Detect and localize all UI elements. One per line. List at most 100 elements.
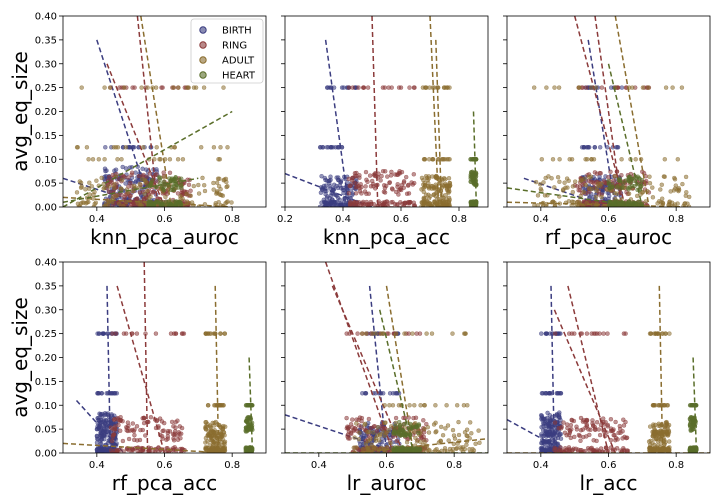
data-point [123, 181, 128, 186]
data-point [94, 178, 99, 183]
data-point [653, 431, 658, 436]
data-point [593, 194, 599, 200]
panel-rf_pca_auroc: 0.4 0.6 0.8rf_pca_auroc [503, 15, 711, 249]
data-point [450, 446, 456, 452]
data-point [100, 433, 106, 439]
data-point [134, 424, 140, 429]
data-point [387, 180, 392, 186]
data-point [332, 192, 337, 197]
data-point [225, 145, 230, 150]
data-point [388, 440, 393, 446]
fit-line [140, 16, 173, 207]
data-point [86, 186, 92, 191]
data-point [432, 186, 438, 191]
data-point [149, 201, 154, 206]
data-point [143, 433, 148, 438]
data-point [577, 85, 582, 90]
data-point [338, 180, 343, 185]
data-point [543, 331, 549, 336]
y-tick-label: 0.40 [35, 12, 57, 23]
data-point [94, 436, 100, 442]
data-point [663, 440, 668, 445]
data-point [382, 403, 387, 408]
data-point [412, 403, 417, 408]
data-point [399, 182, 405, 188]
plot-area [285, 262, 488, 453]
data-point [557, 179, 562, 185]
data-point [426, 448, 431, 453]
data-point [141, 420, 147, 426]
data-point [352, 435, 357, 440]
data-point [414, 331, 419, 336]
data-point [409, 426, 414, 431]
data-point [567, 428, 573, 434]
data-point [613, 419, 618, 425]
data-point [371, 424, 376, 429]
data-point [101, 418, 107, 423]
data-point [393, 172, 398, 177]
data-point [646, 85, 651, 90]
data-point [553, 331, 558, 336]
data-point [366, 416, 372, 422]
data-point [356, 417, 361, 423]
data-point [77, 179, 83, 184]
y-tick-label: 0.00 [35, 449, 57, 460]
data-point [168, 202, 174, 207]
data-point [469, 431, 474, 436]
y-tick-label: 0.20 [35, 353, 57, 364]
data-point [116, 201, 122, 207]
data-point [416, 430, 421, 436]
data-point [541, 416, 547, 421]
data-point [647, 180, 653, 186]
data-point [167, 170, 173, 176]
data-point [652, 426, 657, 431]
data-point [389, 200, 394, 205]
fit-line [136, 16, 159, 207]
fit-line [507, 201, 690, 207]
data-point [359, 191, 364, 196]
x-axis-label: knn_pca_auroc [90, 225, 239, 249]
data-point [442, 200, 447, 205]
panel-lr_auroc: 0.4 0.6 0.8 lr_auroc [281, 261, 489, 495]
data-point [244, 419, 250, 424]
data-point [447, 157, 452, 162]
series-heart [687, 403, 699, 453]
data-point [429, 331, 435, 336]
data-point [209, 429, 215, 434]
data-point [126, 175, 131, 180]
data-point [456, 419, 461, 425]
data-point [667, 331, 672, 336]
data-point [660, 200, 665, 206]
data-point [246, 403, 251, 408]
data-point [200, 175, 205, 181]
fit-line [106, 285, 112, 453]
data-point [335, 145, 340, 150]
data-point [662, 157, 667, 162]
plot-area [63, 16, 234, 207]
data-point [148, 415, 154, 420]
series-ring [552, 331, 631, 453]
data-point [328, 177, 333, 183]
x-axis-label: rf_pca_auroc [545, 225, 672, 249]
data-point [402, 331, 407, 336]
data-point [550, 157, 556, 162]
data-point [426, 176, 431, 181]
data-point [465, 433, 470, 439]
data-point [541, 180, 546, 185]
data-point [607, 193, 612, 199]
data-point [106, 184, 112, 189]
data-point [415, 448, 420, 453]
series-ring [346, 85, 417, 207]
data-point [216, 157, 221, 162]
data-point [111, 432, 117, 437]
data-point [222, 331, 227, 336]
data-point [328, 145, 334, 150]
data-point [157, 177, 162, 182]
data-point [418, 403, 423, 408]
data-point [633, 157, 638, 162]
data-point [132, 433, 137, 438]
data-point [616, 204, 622, 207]
data-point [98, 412, 104, 418]
data-point [126, 436, 132, 442]
data-point [79, 85, 84, 90]
